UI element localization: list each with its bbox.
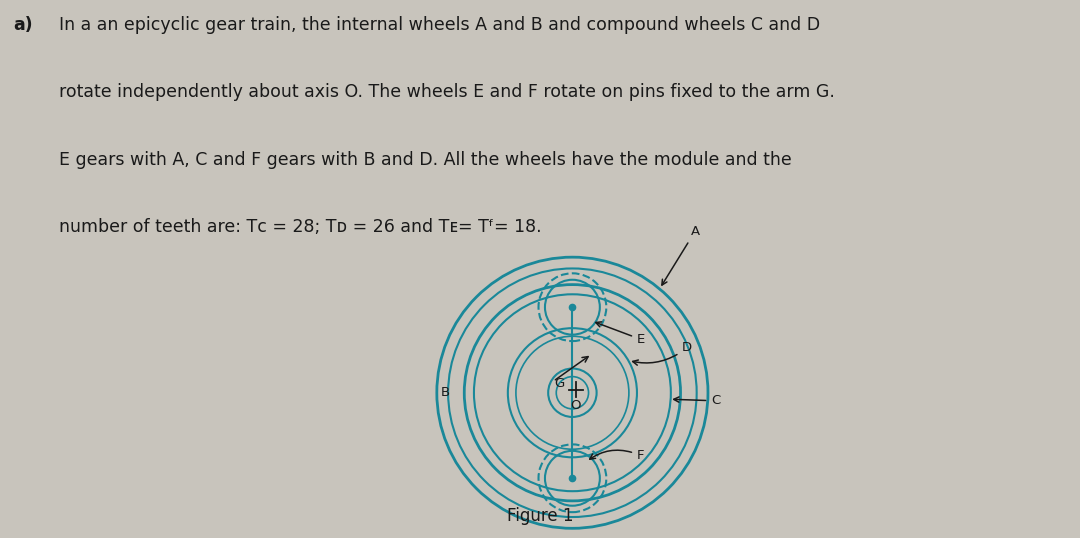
Text: F: F [590,449,645,462]
Text: Figure 1: Figure 1 [507,507,573,525]
Text: D: D [633,341,692,365]
Text: B: B [441,386,449,399]
Text: rotate independently about axis O. The wheels E and F rotate on pins fixed to th: rotate independently about axis O. The w… [59,83,835,101]
Text: E: E [596,322,645,346]
Text: A: A [662,225,700,285]
Text: G: G [554,377,565,390]
Text: O: O [570,399,581,412]
Text: In a an epicyclic gear train, the internal wheels A and B and compound wheels C : In a an epicyclic gear train, the intern… [59,16,821,34]
Text: E gears with A, C and F gears with B and D. All the wheels have the module and t: E gears with A, C and F gears with B and… [59,151,792,168]
Text: C: C [674,394,720,407]
Text: number of teeth are: Tᴄ = 28; Tᴅ = 26 and Tᴇ= Tᶠ= 18.: number of teeth are: Tᴄ = 28; Tᴅ = 26 an… [59,218,542,236]
Text: a): a) [13,16,32,34]
